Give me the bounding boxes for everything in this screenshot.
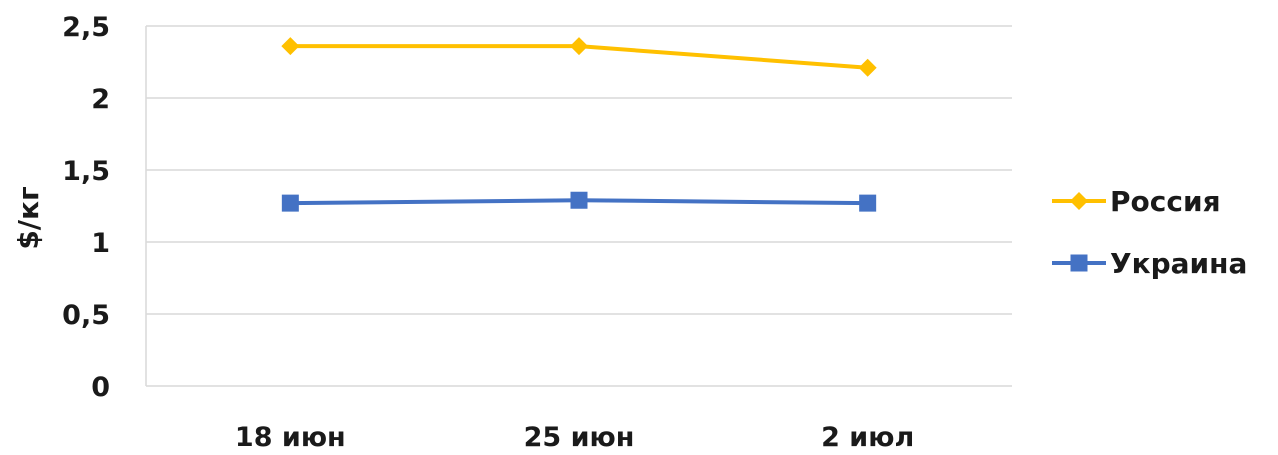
x-tick-label: 18 июн [235,422,346,451]
series-1 [281,37,877,77]
legend-item: Украина [1052,247,1247,280]
y-tick-label: 0 [91,372,110,403]
legend: Россия Украина [1052,185,1247,280]
data-point [570,191,588,209]
y-tick-label: 0,5 [62,300,110,331]
y-tick-label: 1,5 [62,156,110,187]
data-point [858,58,877,77]
y-tick-label: 1 [91,228,110,259]
legend-label: Украина [1110,247,1247,280]
legend-label: Россия [1110,185,1221,218]
data-point [281,194,299,212]
legend-marker [1070,254,1088,272]
y-axis-ticks: 0 0,5 1 1,5 2 2,5 [62,12,110,403]
data-point [281,37,300,56]
data-point [570,37,588,56]
y-axis-title: $/кг [12,186,45,249]
x-tick-label: 25 июн [524,422,635,451]
legend-marker [1070,192,1088,210]
gridlines [145,25,1012,387]
x-axis-ticks: 18 июн 25 июн 2 июл [235,422,914,453]
series-2 [281,191,877,212]
data-point [859,194,877,212]
series-lines [281,37,877,212]
y-tick-label: 2 [91,84,110,115]
x-tick-label: 2 июл [821,422,914,451]
legend-item: Россия [1052,185,1221,218]
y-tick-label: 2,5 [62,12,110,43]
